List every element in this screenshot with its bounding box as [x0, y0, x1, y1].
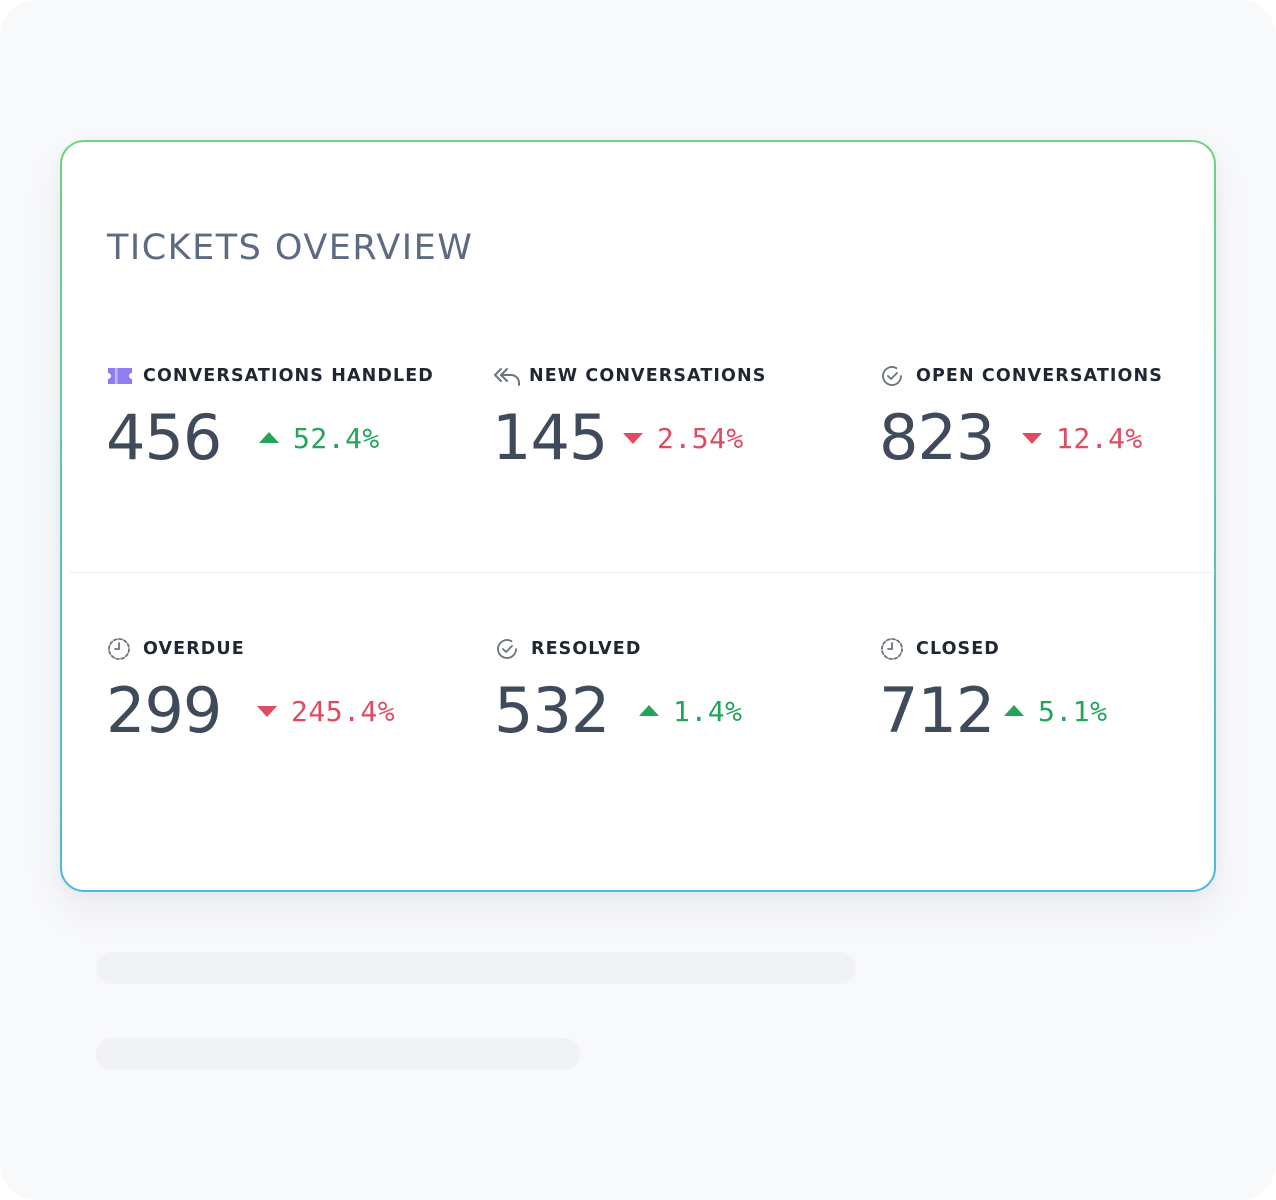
stat-open-conversations: OPEN CONVERSATIONS 823 12.4% — [879, 364, 1214, 494]
stat-change: 12.4% — [1022, 421, 1143, 455]
divider — [70, 572, 1214, 573]
stat-conversations-handled: CONVERSATIONS HANDLED 456 52.4% — [106, 364, 467, 494]
arrow-down-icon — [623, 431, 643, 445]
arrow-up-icon — [259, 431, 279, 445]
arrow-up-icon — [1004, 704, 1024, 718]
check-circle-icon — [880, 364, 908, 388]
stat-change: 1.4% — [639, 694, 742, 728]
stat-label: OVERDUE — [143, 639, 245, 659]
change-percent: 2.54% — [657, 421, 744, 455]
change-percent: 245.4% — [291, 694, 396, 728]
stat-value: 456 — [106, 401, 222, 474]
reply-all-icon — [493, 364, 521, 388]
stat-change: 245.4% — [257, 694, 395, 728]
change-percent: 12.4% — [1056, 421, 1143, 455]
stat-label: OPEN CONVERSATIONS — [916, 366, 1163, 386]
check-circle-icon — [495, 637, 523, 661]
stat-value: 299 — [106, 674, 222, 747]
card-title: TICKETS OVERVIEW — [107, 228, 474, 268]
stat-label: CONVERSATIONS HANDLED — [143, 366, 434, 386]
stat-label: RESOLVED — [531, 639, 642, 659]
arrow-up-icon — [639, 704, 659, 718]
stat-header: OVERDUE — [107, 637, 245, 661]
change-percent: 52.4% — [293, 421, 380, 455]
stat-header: RESOLVED — [495, 637, 641, 661]
stat-change: 2.54% — [623, 421, 744, 455]
clock-icon — [880, 637, 908, 661]
stat-header: NEW CONVERSATIONS — [493, 364, 766, 388]
stat-value: 823 — [879, 401, 995, 474]
stat-label: NEW CONVERSATIONS — [529, 366, 767, 386]
stat-new-conversations: NEW CONVERSATIONS 145 2.54% — [492, 364, 853, 494]
stat-header: CONVERSATIONS HANDLED — [107, 364, 434, 388]
clock-icon — [107, 637, 135, 661]
tickets-overview-card: TICKETS OVERVIEW CONVERSATIONS HANDLED 4… — [60, 140, 1216, 892]
card-body: TICKETS OVERVIEW CONVERSATIONS HANDLED 4… — [62, 142, 1214, 890]
stat-resolved: RESOLVED 532 1.4% — [494, 637, 855, 767]
skeleton-line — [96, 952, 856, 984]
change-percent: 1.4% — [673, 694, 743, 728]
stat-header: OPEN CONVERSATIONS — [880, 364, 1163, 388]
stat-change: 5.1% — [1004, 694, 1107, 728]
arrow-down-icon — [257, 704, 277, 718]
skeleton-line — [96, 1038, 580, 1070]
arrow-down-icon — [1022, 431, 1042, 445]
stat-overdue: OVERDUE 299 245.4% — [106, 637, 467, 767]
stat-header: CLOSED — [880, 637, 1000, 661]
change-percent: 5.1% — [1038, 694, 1108, 728]
stat-value: 712 — [879, 674, 995, 747]
stat-change: 52.4% — [259, 421, 380, 455]
stat-label: CLOSED — [916, 639, 1000, 659]
stat-value: 145 — [492, 401, 608, 474]
ticket-icon — [107, 364, 135, 388]
stat-value: 532 — [494, 674, 610, 747]
stat-closed: CLOSED 712 5.1% — [879, 637, 1214, 767]
